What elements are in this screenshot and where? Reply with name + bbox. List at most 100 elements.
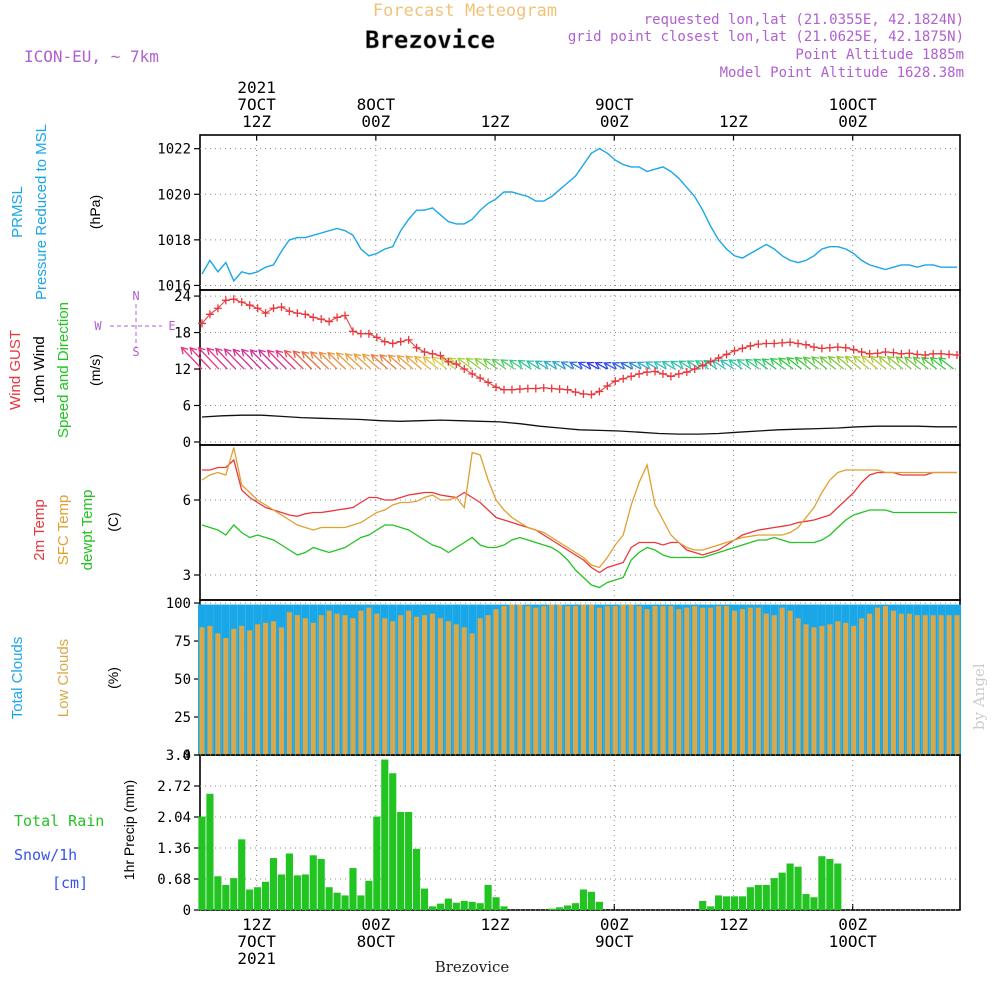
wind-ytick-label: 18 (174, 326, 191, 342)
wind-arrow-head (508, 359, 517, 367)
top-time-label: 00Z (361, 112, 390, 131)
wind-arrow-head (769, 357, 778, 366)
wind-arrow-head (912, 356, 921, 365)
gust-marker (913, 350, 922, 359)
precip-bar (214, 876, 222, 910)
wind-arrow-head (379, 354, 388, 362)
wind-arrow (844, 355, 862, 370)
wind-arrow (232, 349, 254, 370)
precip-bar (309, 855, 317, 910)
wind-arrow (712, 359, 726, 370)
precip-bar (762, 884, 770, 910)
wind-arrow-head (603, 362, 612, 370)
low-cloud-bar (334, 613, 340, 755)
wind-arrow (930, 357, 946, 370)
wind-arrow (327, 352, 346, 370)
low-cloud-bar (930, 615, 936, 755)
precip-bar (301, 874, 309, 910)
wind-label-dir: Speed and Direction (55, 302, 72, 438)
wind-arrow (778, 357, 794, 370)
gust-marker (881, 348, 890, 356)
low-cloud-bar (421, 615, 428, 755)
precip-bar (754, 884, 762, 910)
wind-arrow-head (456, 357, 465, 365)
pressure-label-prmsl: PRMSL (9, 186, 26, 238)
top-time-label: 7OCT (237, 95, 276, 114)
wind-arrow (762, 358, 777, 370)
wind-panel: 0 6 12 18 24 Wind GUST 10m Wind Speed and Direc… (7, 289, 962, 451)
precip-bar (389, 773, 397, 910)
wind-ytick-label: 0 (183, 435, 191, 451)
low-cloud-bar (294, 615, 300, 755)
t2m-line (202, 458, 957, 574)
low-cloud-bar (835, 621, 841, 755)
clouds-ytick-label: 25 (174, 710, 191, 726)
wind-arrow (492, 358, 507, 370)
wind-arrow (292, 350, 313, 370)
compass-rose: N S W E (94, 289, 175, 359)
precip-bar (571, 903, 580, 910)
precip-bar (802, 894, 810, 910)
clouds-ytick-label: 50 (174, 672, 191, 688)
wind-arrow (836, 355, 853, 370)
wind-arrow (828, 356, 845, 370)
low-cloud-bar (660, 606, 666, 755)
wind-arrow (586, 362, 600, 370)
precip-ytick-label: 3.4 (166, 748, 191, 764)
wind-arrow (913, 356, 929, 370)
low-cloud-bar (453, 624, 459, 755)
wind-arrow-head (844, 355, 853, 364)
wind-arrow (737, 359, 752, 370)
gust-marker (277, 303, 286, 312)
gust-marker (619, 374, 628, 383)
gust-marker (571, 388, 580, 397)
gust-marker (333, 313, 342, 322)
gust-marker (348, 327, 357, 336)
low-cloud-bar (628, 604, 634, 755)
precip-bar (722, 896, 731, 910)
low-cloud-bar (803, 624, 809, 755)
temperature-frame (199, 444, 961, 601)
temp-label-sfc: SFC Temp (55, 495, 72, 566)
requested-coords: requested lon,lat (21.0355E, 42.1824N) (644, 12, 964, 28)
wind-label-10m: 10m Wind (31, 336, 48, 404)
low-cloud-bar (342, 615, 348, 755)
wind-arrow-head (644, 361, 653, 369)
precip-bar (834, 863, 842, 910)
wind-arrow (612, 362, 625, 370)
clouds-label-total: Total Clouds (9, 637, 26, 720)
precip-bar (285, 853, 293, 910)
low-cloud-bar (604, 606, 610, 755)
gust-marker (372, 333, 381, 342)
wind-arrow (887, 356, 904, 370)
gust-marker (706, 357, 715, 366)
low-cloud-bar (382, 618, 388, 755)
wind-arrow (720, 359, 735, 370)
wind-arrow (241, 349, 262, 370)
precip-label-snow: Snow/1h (14, 846, 77, 864)
low-cloud-bar (437, 618, 443, 755)
wind-arrow-head (686, 360, 695, 368)
wind-arrow-head (551, 361, 560, 369)
wind-arrow (431, 356, 448, 370)
precip-bar (794, 866, 802, 910)
gust-marker (436, 351, 445, 360)
model-label: ICON-EU, ~ 7km (24, 47, 159, 66)
gust-marker (905, 349, 914, 358)
gust-marker (595, 387, 604, 396)
low-cloud-bar (366, 607, 372, 755)
gust-marker (786, 338, 795, 347)
low-cloud-bar (684, 607, 690, 755)
wind-arrow (267, 349, 287, 370)
wind-arrow-head (318, 351, 327, 360)
precip-bar (198, 816, 206, 910)
wind-arrow (895, 356, 912, 370)
compass-n: N (132, 289, 139, 303)
wind-arrow-head (517, 359, 526, 368)
precip-ylabel: 1hr Precip (mm) (121, 780, 137, 880)
gust-marker (388, 339, 397, 348)
low-cloud-bar (398, 615, 404, 755)
gust-marker (714, 354, 723, 363)
wind-arrow-head (500, 359, 509, 367)
